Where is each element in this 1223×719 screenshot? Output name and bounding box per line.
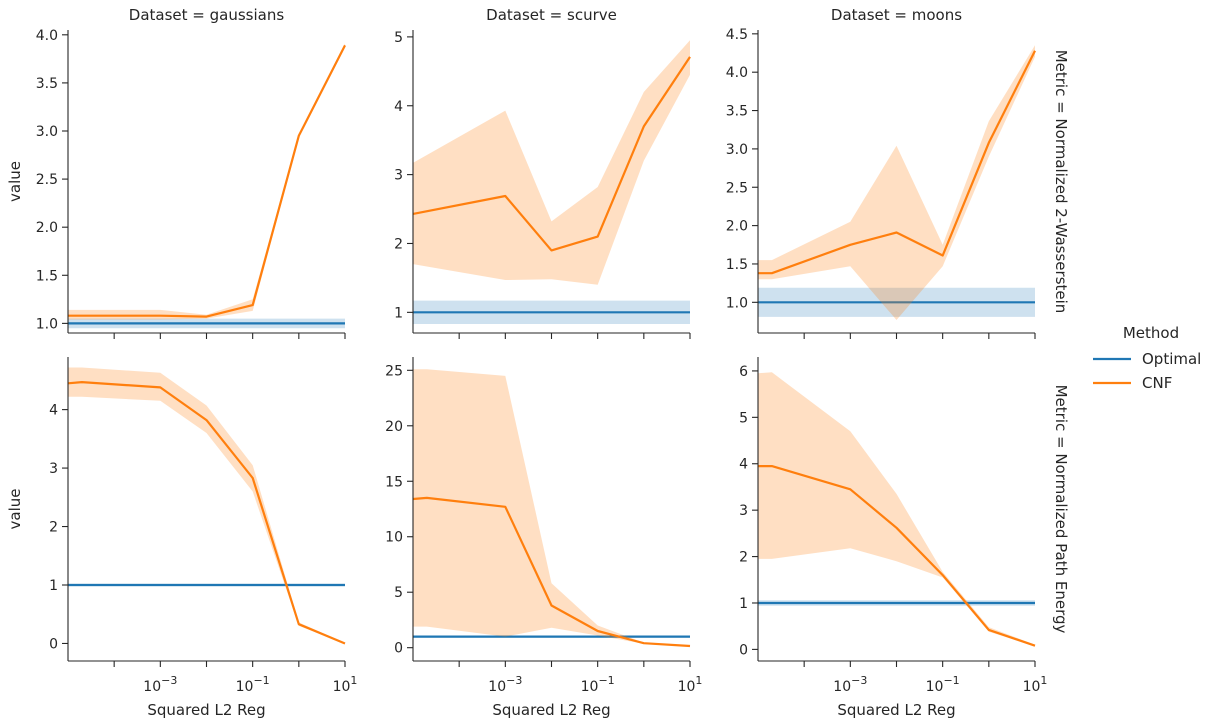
- x-axis-title: Squared L2 Reg: [147, 701, 265, 719]
- x-axis-title: Squared L2 Reg: [837, 701, 955, 719]
- y-tick-label: 2: [394, 236, 403, 252]
- y-tick-label: 2: [49, 520, 58, 536]
- y-tick-label: 2.0: [726, 219, 748, 235]
- legend-title: Method: [1123, 324, 1179, 342]
- x-tick-exponent: 1: [695, 674, 702, 687]
- confidence-band-cnf: [413, 369, 690, 647]
- y-tick-label: 0: [49, 636, 58, 652]
- y-axis-title: value: [6, 161, 24, 202]
- series-line-cnf: [758, 50, 1036, 275]
- y-tick-label: 1: [394, 305, 403, 321]
- y-tick-label: 3: [739, 503, 748, 519]
- y-tick-label: 2.5: [726, 180, 748, 196]
- y-tick-label: 5: [394, 30, 403, 46]
- series-line-cnf: [758, 465, 1036, 647]
- y-tick-label: 3: [49, 461, 58, 477]
- legend-label: CNF: [1142, 374, 1172, 392]
- panel-moons-wasserstein: 1.0 1.5 2.0 2.5 3.0 3.5 4.0 4.5 Dataset = moons M…: [726, 6, 1070, 339]
- legend-item-cnf: CNF: [1093, 374, 1172, 392]
- y-tick-label: 4: [739, 457, 748, 473]
- series-line-cnf: [412, 496, 691, 648]
- legend-item-optimal: Optimal: [1093, 350, 1201, 368]
- y-tick-label: 4.0: [726, 65, 748, 81]
- y-tick-label: 1.0: [726, 295, 748, 311]
- panel-gaussians-wasserstein: 1.0 1.5 2.0 2.5 3.0 3.5 4.0 Dataset = gaussians…: [6, 6, 346, 339]
- y-tick-label: 5: [394, 585, 403, 601]
- y-tick-label: 4: [49, 403, 58, 419]
- y-tick-label: 2.5: [36, 172, 58, 188]
- x-tick-exponent: −3: [161, 674, 177, 687]
- y-tick-label: 2: [739, 550, 748, 566]
- y-tick-label: 1.5: [36, 268, 58, 284]
- y-tick-label: 1: [49, 578, 58, 594]
- panel-grid: 1.0 1.5 2.0 2.5 3.0 3.5 4.0 Dataset = gaussians…: [6, 6, 1070, 719]
- y-tick-label: 3.0: [726, 142, 748, 158]
- y-tick-label: 0: [739, 642, 748, 658]
- y-tick-label: 5: [739, 410, 748, 426]
- confidence-band-cnf: [758, 372, 1035, 647]
- y-tick-label: 0: [394, 641, 403, 657]
- y-tick-label: 4.5: [726, 27, 748, 43]
- confidence-band-cnf: [758, 45, 1035, 321]
- x-tick-exponent: 1: [1040, 674, 1047, 687]
- y-tick-label: 4: [394, 99, 403, 115]
- panel-scurve-wasserstein: 1 2 3 4 5 Dataset = scurve: [394, 6, 691, 339]
- y-tick-label: 1.5: [726, 257, 748, 273]
- x-tick-exponent: −1: [598, 674, 614, 687]
- y-tick-label: 2.0: [36, 220, 58, 236]
- column-facet-title: Dataset = scurve: [486, 6, 617, 24]
- series-line-cnf: [68, 44, 346, 318]
- column-facet-title: Dataset = moons: [831, 6, 962, 24]
- y-tick-label: 10: [385, 530, 403, 546]
- y-tick-label: 1: [739, 596, 748, 612]
- y-tick-label: 4.0: [36, 28, 58, 44]
- x-tick-exponent: −3: [506, 674, 522, 687]
- series-line-cnf: [412, 56, 691, 252]
- row-facet-title: Metric = Normalized Path Energy: [1052, 385, 1070, 634]
- y-tick-label: 1.0: [36, 316, 58, 332]
- x-axis-title: Squared L2 Reg: [492, 701, 610, 719]
- y-tick-label: 3.0: [36, 124, 58, 140]
- row-facet-title: Metric = Normalized 2-Wasserstein: [1052, 50, 1070, 314]
- y-tick-label: 20: [385, 419, 403, 435]
- series-line-cnf: [67, 381, 346, 645]
- y-tick-label: 25: [385, 363, 403, 379]
- confidence-band-cnf: [68, 367, 345, 644]
- x-tick-exponent: −1: [943, 674, 959, 687]
- column-facet-title: Dataset = gaussians: [129, 6, 285, 24]
- y-tick-label: 6: [739, 364, 748, 380]
- y-tick-label: 3: [394, 168, 403, 184]
- y-tick-label: 3.5: [36, 76, 58, 92]
- legend: Method Optimal CNF: [1093, 324, 1201, 392]
- confidence-band-cnf: [413, 40, 690, 285]
- x-tick-exponent: −3: [851, 674, 867, 687]
- x-tick-exponent: −1: [253, 674, 269, 687]
- y-tick-label: 15: [385, 474, 403, 490]
- y-axis-title: value: [6, 489, 24, 530]
- legend-label: Optimal: [1142, 350, 1201, 368]
- x-tick-exponent: 1: [350, 674, 357, 687]
- y-tick-label: 3.5: [726, 104, 748, 120]
